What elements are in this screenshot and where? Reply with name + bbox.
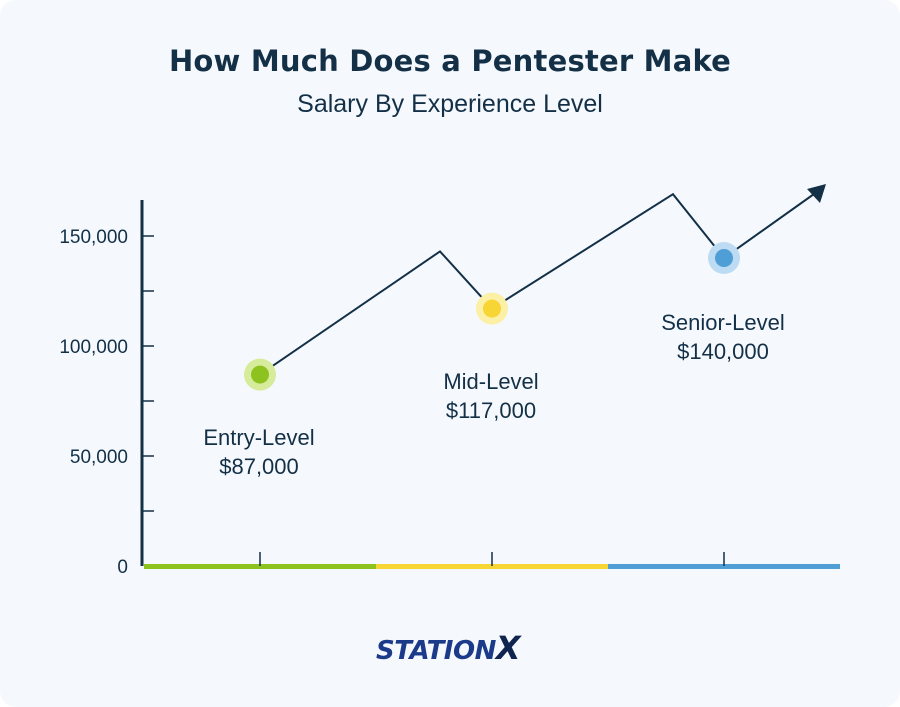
trend-line	[259, 192, 815, 376]
arrow-head-icon	[807, 184, 826, 203]
y-tick-label: 50,000	[70, 447, 128, 468]
chart-title: How Much Does a Pentester Make	[168, 44, 732, 78]
salary-label: $117,000	[446, 398, 536, 423]
chart-subtitle: Salary By Experience Level	[297, 90, 603, 118]
y-tick-label: 100,000	[59, 337, 128, 358]
data-point	[251, 365, 269, 384]
level-label: Entry-Level	[203, 425, 314, 450]
y-tick-label: 0	[117, 557, 128, 578]
baseline-band	[376, 564, 608, 569]
data-point	[715, 249, 733, 267]
stationx-logo: STATIONX	[376, 626, 524, 667]
baseline-band	[608, 564, 840, 569]
baseline-band	[144, 564, 376, 569]
logo-text: STATIONX	[376, 629, 521, 667]
salary-label: $87,000	[219, 454, 299, 479]
salary-label: $140,000	[677, 339, 769, 364]
y-tick-label: 150,000	[59, 227, 128, 248]
level-label: Senior-Level	[661, 310, 785, 335]
data-point	[483, 299, 501, 318]
level-label: Mid-Level	[443, 369, 538, 394]
